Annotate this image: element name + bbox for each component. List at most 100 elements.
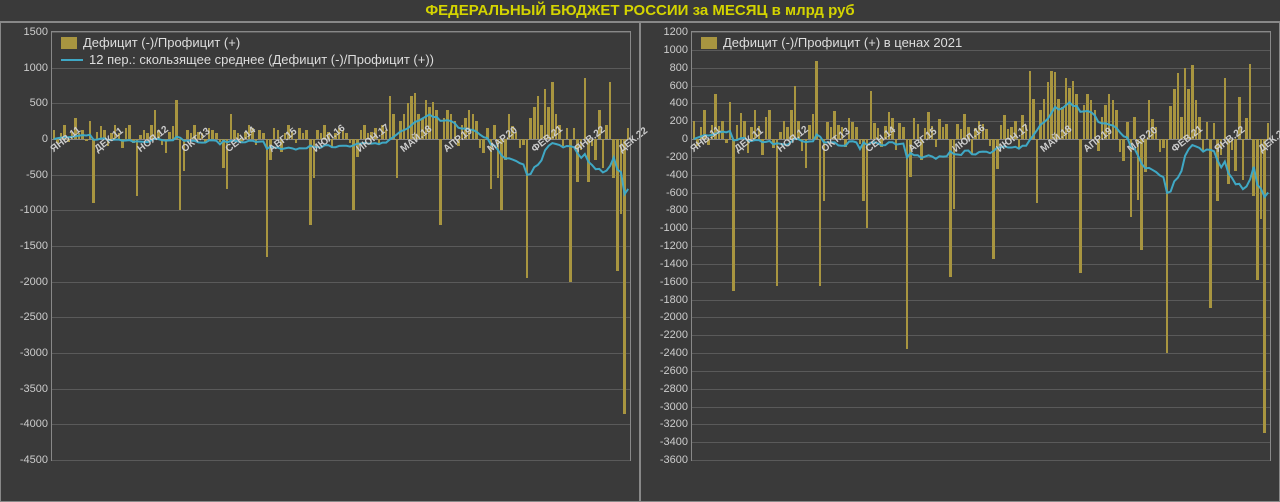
bar [1043, 99, 1046, 139]
y-tick-label: -1000 [660, 222, 692, 234]
bar [89, 121, 92, 139]
bar [230, 114, 233, 139]
bar [1075, 94, 1078, 139]
bar [772, 139, 775, 148]
bar [1090, 100, 1093, 139]
gridline [692, 210, 1270, 211]
bar [215, 133, 218, 139]
bar [1122, 139, 1125, 161]
gridline [692, 246, 1270, 247]
bar [851, 122, 854, 139]
bar [721, 121, 724, 139]
legend-bar-label: Дефицит (-)/Профицит (+) [83, 35, 240, 50]
bar [443, 118, 446, 139]
gridline [692, 32, 1270, 33]
y-tick-label: -4000 [20, 418, 52, 430]
bar [1000, 125, 1003, 139]
bar [273, 128, 276, 139]
legend-line-label: 12 пер.: скользящее среднее (Дефицит (-)… [89, 52, 434, 67]
bar [783, 121, 786, 139]
y-tick-label: -500 [26, 169, 52, 181]
legend-right: Дефицит (-)/Профицит (+) в ценах 2021 [701, 35, 962, 52]
bar [736, 125, 739, 139]
bar [1252, 139, 1255, 196]
gridline [692, 264, 1270, 265]
gridline [692, 371, 1270, 372]
charts-container: Дефицит (-)/Профицит (+) 12 пер.: скольз… [0, 22, 1280, 502]
bar [1079, 139, 1082, 273]
bar [729, 102, 732, 139]
gridline [692, 175, 1270, 176]
bar [219, 139, 222, 142]
y-tick-label: -4500 [20, 454, 52, 466]
bar [1133, 117, 1136, 139]
gridline [52, 175, 630, 176]
bar [609, 82, 612, 139]
bar [1086, 94, 1089, 139]
bar [1263, 139, 1266, 433]
bar [1224, 78, 1227, 139]
bar [475, 121, 478, 139]
bar [175, 100, 178, 139]
bar [826, 122, 829, 139]
y-tick-label: -3500 [20, 383, 52, 395]
bar [776, 139, 779, 286]
y-tick-label: -2400 [660, 347, 692, 359]
bar [295, 139, 298, 143]
bar [302, 133, 305, 139]
bar [566, 128, 569, 139]
gridline [692, 442, 1270, 443]
y-tick-label: -3400 [660, 436, 692, 448]
bar [410, 96, 413, 139]
page-title: ФЕДЕРАЛЬНЫЙ БЮДЖЕТ РОССИИ за МЕСЯЦ в млр… [0, 0, 1280, 22]
legend-line-row: 12 пер.: скользящее среднее (Дефицит (-)… [61, 52, 434, 67]
bar [533, 107, 536, 139]
bar [935, 139, 938, 147]
bar [1234, 139, 1237, 171]
bar [479, 139, 482, 148]
y-tick-label: -400 [666, 169, 692, 181]
y-tick-label: 1000 [24, 62, 52, 74]
bar [222, 139, 225, 168]
bar [815, 61, 818, 139]
bar [1140, 139, 1143, 250]
bar [761, 139, 764, 155]
bar [805, 139, 808, 168]
y-tick-label: 800 [670, 62, 692, 74]
bar-swatch-icon [701, 37, 717, 49]
bar [165, 139, 168, 153]
bar [779, 132, 782, 139]
bar [812, 114, 815, 139]
bar [602, 139, 605, 168]
bar [1206, 122, 1209, 139]
bar [1032, 99, 1035, 139]
bar [352, 139, 355, 210]
bar [529, 118, 532, 139]
bar [584, 78, 587, 139]
bar [1050, 71, 1053, 139]
bar [522, 139, 525, 145]
gridline [692, 424, 1270, 425]
bar [1036, 139, 1039, 203]
bar [859, 139, 862, 144]
bar [1115, 110, 1118, 139]
gridline [692, 460, 1270, 461]
bar [1169, 106, 1172, 139]
y-tick-label: -3000 [20, 347, 52, 359]
y-tick-label: -3200 [660, 418, 692, 430]
bar [855, 127, 858, 139]
y-tick-label: -2800 [660, 383, 692, 395]
chart-right: Дефицит (-)/Профицит (+) в ценах 2021 -3… [640, 22, 1280, 502]
bar [132, 139, 135, 143]
y-tick-label: -1500 [20, 240, 52, 252]
bar [573, 128, 576, 139]
chart-left: Дефицит (-)/Профицит (+) 12 пер.: скольз… [0, 22, 640, 502]
bar [819, 139, 822, 286]
gridline [692, 157, 1270, 158]
bar [526, 139, 529, 278]
bar [544, 89, 547, 139]
y-tick-label: 500 [30, 97, 52, 109]
y-tick-label: -2600 [660, 365, 692, 377]
bar [956, 124, 959, 139]
gridline [52, 317, 630, 318]
